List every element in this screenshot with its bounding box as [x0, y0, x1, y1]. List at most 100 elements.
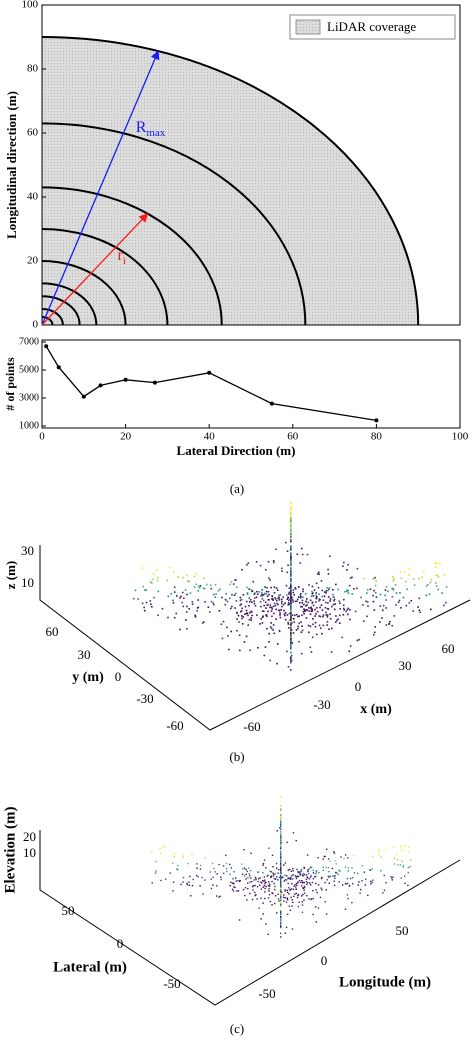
point-cloud-dot — [189, 592, 192, 594]
point-cloud-dot — [287, 602, 290, 604]
point-cloud-dot — [290, 877, 292, 880]
point-cloud-dot — [305, 605, 307, 607]
point-cloud-dot — [301, 599, 304, 602]
point-cloud-dot — [290, 502, 292, 504]
point-cloud-dot — [290, 659, 292, 661]
point-cloud-dot — [333, 598, 336, 601]
point-cloud-dot — [179, 628, 181, 631]
point-cloud-dot — [392, 846, 395, 848]
point-cloud-dot — [273, 632, 276, 635]
point-cloud-dot — [293, 594, 296, 596]
point-cloud-dot — [280, 926, 282, 929]
point-cloud-dot — [258, 907, 260, 909]
y-axis-label: Lateral (m) — [53, 959, 127, 975]
point-cloud-dot — [225, 868, 228, 870]
point-cloud-dot — [160, 852, 162, 855]
point-cloud-dot — [297, 586, 300, 588]
point-cloud-dot — [255, 560, 258, 563]
point-cloud-dot — [343, 598, 345, 601]
point-cloud-dot — [393, 577, 395, 580]
point-cloud-dot — [370, 880, 372, 882]
point-cloud-dot — [236, 612, 238, 615]
point-cloud-dot — [410, 859, 412, 861]
point-cloud-dot — [335, 872, 337, 874]
point-cloud-dot — [266, 595, 269, 597]
series-point — [44, 344, 49, 349]
point-cloud-dot — [389, 620, 391, 623]
point-cloud-dot — [294, 588, 297, 590]
point-cloud-dot — [235, 592, 237, 595]
point-cloud-dot — [283, 894, 285, 896]
point-cloud-dot — [302, 590, 304, 593]
point-cloud-dot — [321, 632, 323, 635]
point-cloud-dot — [191, 603, 194, 605]
point-cloud-dot — [239, 596, 242, 599]
point-cloud-dot — [267, 874, 269, 877]
y-tick-label: 60 — [46, 624, 59, 639]
point-cloud-dot — [296, 875, 299, 877]
point-cloud-dot — [366, 588, 369, 591]
point-cloud-dot — [299, 594, 302, 597]
point-cloud-dot — [202, 587, 205, 590]
point-cloud-dot — [137, 598, 139, 600]
point-cloud-dot — [317, 571, 320, 574]
point-cloud-dot — [155, 860, 157, 863]
point-cloud-dot — [323, 591, 326, 593]
point-cloud-dot — [292, 589, 295, 591]
point-cloud-dot — [372, 879, 374, 881]
point-cloud-dot — [280, 826, 282, 828]
point-cloud-dot — [210, 878, 212, 880]
point-cloud-dot — [280, 936, 282, 938]
point-cloud-dot — [198, 587, 201, 589]
point-cloud-dot — [290, 629, 293, 631]
point-cloud-dot — [277, 898, 280, 900]
point-cloud-dot — [186, 605, 188, 608]
point-cloud-dot — [237, 879, 239, 882]
point-cloud-dot — [441, 592, 443, 594]
point-cloud-dot — [290, 534, 292, 537]
point-cloud-dot — [204, 857, 206, 859]
point-cloud-dot — [311, 636, 314, 639]
point-cloud-dot — [326, 624, 328, 626]
point-cloud-dot — [284, 932, 286, 934]
point-cloud-dot — [315, 601, 317, 603]
point-cloud-dot — [212, 602, 214, 604]
point-cloud-dot — [254, 884, 256, 887]
point-cloud-dot — [264, 887, 266, 890]
point-cloud-dot — [276, 867, 278, 869]
point-cloud-dot — [329, 555, 331, 558]
point-cloud-dot — [418, 609, 421, 612]
point-cloud-dot — [347, 564, 349, 566]
point-cloud-dot — [364, 884, 367, 886]
label-sub: i — [123, 255, 126, 267]
point-cloud-dot — [196, 863, 198, 865]
point-cloud-dot — [246, 592, 249, 594]
point-cloud-dot — [157, 614, 159, 617]
point-cloud-dot — [168, 566, 171, 569]
point-cloud-dot — [307, 601, 310, 604]
point-cloud-dot — [157, 576, 159, 579]
point-cloud-dot — [417, 606, 419, 608]
x-tick-label: 20 — [120, 431, 132, 443]
point-cloud-dot — [169, 872, 171, 874]
point-cloud-dot — [276, 830, 278, 832]
point-cloud-dot — [311, 881, 314, 884]
point-cloud-dot — [262, 615, 264, 618]
point-cloud-dot — [363, 620, 365, 622]
point-cloud-dot — [298, 871, 300, 873]
point-cloud-dot — [292, 878, 294, 880]
point-cloud-dot — [173, 586, 176, 589]
point-cloud-dot — [277, 879, 279, 881]
series-point — [207, 370, 212, 375]
point-cloud-dot — [261, 610, 264, 612]
point-cloud-dot — [289, 909, 292, 912]
y-tick-label: 60 — [27, 127, 39, 139]
point-cloud-dot — [406, 588, 408, 591]
point-cloud-dot — [288, 587, 291, 590]
point-cloud-dot — [280, 819, 282, 822]
point-cloud-dot — [175, 612, 178, 615]
point-cloud-dot — [271, 854, 274, 857]
point-cloud-dot — [259, 877, 261, 879]
point-cloud-dot — [286, 899, 289, 901]
point-cloud-dot — [344, 854, 347, 856]
